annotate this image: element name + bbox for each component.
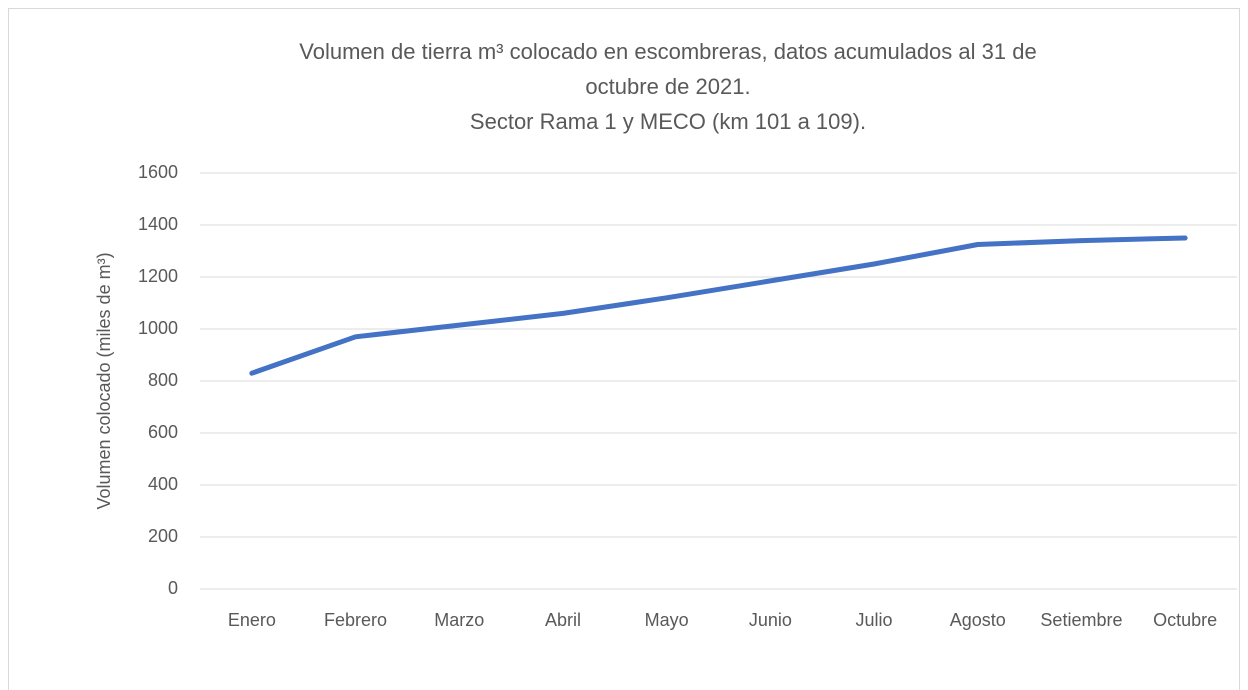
x-tick-label: Junio (749, 610, 792, 630)
x-tick-label: Octubre (1153, 610, 1217, 630)
x-tick-label: Marzo (434, 610, 484, 630)
y-tick-label: 0 (168, 578, 178, 598)
x-tick-label: Abril (545, 610, 581, 630)
x-tick-label: Agosto (950, 610, 1006, 630)
y-tick-label: 1400 (138, 214, 178, 234)
y-tick-label: 1000 (138, 318, 178, 338)
x-tick-label: Setiembre (1040, 610, 1122, 630)
data-line (249, 235, 1188, 376)
x-tick-label: Enero (228, 610, 276, 630)
y-tick-label: 1600 (138, 162, 178, 182)
x-tick-label: Mayo (645, 610, 689, 630)
y-tick-label: 400 (148, 474, 178, 494)
chart-title: octubre de 2021. (585, 74, 750, 99)
chart-border (8, 8, 1240, 690)
y-tick-label: 800 (148, 370, 178, 390)
chart-title: Volumen de tierra m³ colocado en escombr… (299, 39, 1036, 64)
y-tick-label: 200 (148, 526, 178, 546)
x-tick-label: Julio (856, 610, 893, 630)
chart-subtitle: Sector Rama 1 y MECO (km 101 a 109). (470, 109, 866, 134)
y-tick-label: 600 (148, 422, 178, 442)
y-tick-label: 1200 (138, 266, 178, 286)
x-tick-label: Febrero (324, 610, 387, 630)
y-axis-label: Volumen colocado (miles de m³) (94, 252, 114, 509)
